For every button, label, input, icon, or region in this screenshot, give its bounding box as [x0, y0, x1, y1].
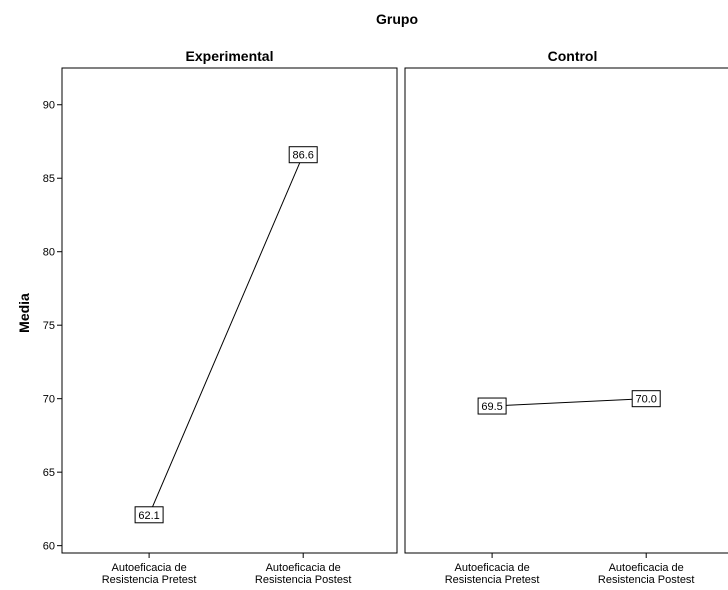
- x-tick-label: Autoeficacia de: [609, 562, 684, 574]
- y-axis-label: Media: [16, 293, 32, 333]
- data-label-box: [288, 146, 318, 164]
- x-tick-label: Resistencia Pretest: [102, 574, 197, 586]
- data-label: 62.1: [138, 510, 159, 522]
- x-tick-label: Autoeficacia de: [266, 562, 341, 574]
- x-tick-label: Autoeficacia de: [454, 562, 529, 574]
- data-label: 86.6: [292, 150, 313, 162]
- y-tick-label: 90: [43, 100, 55, 112]
- y-tick-label: 80: [43, 247, 55, 259]
- data-label-box: [134, 506, 164, 524]
- y-tick-label: 65: [43, 467, 55, 479]
- series-line-1: [492, 398, 647, 407]
- chart-title: Grupo: [376, 11, 418, 27]
- y-tick-label: 70: [43, 394, 55, 406]
- data-label: 70.0: [635, 394, 656, 406]
- data-label-box: [631, 390, 661, 408]
- x-tick-label: Resistencia Pretest: [445, 574, 540, 586]
- y-tick-label: 75: [43, 320, 55, 332]
- data-label-box: [477, 397, 507, 415]
- panel-title-0: Experimental: [186, 48, 274, 64]
- data-label: 69.5: [481, 401, 502, 413]
- x-tick-label: Resistencia Postest: [598, 574, 695, 586]
- y-tick-label: 85: [43, 173, 55, 185]
- series-line-0: [148, 154, 304, 515]
- x-tick-label: Resistencia Postest: [255, 574, 352, 586]
- panel-frame-1: [404, 67, 728, 554]
- panel-title-1: Control: [548, 48, 598, 64]
- panel-frame-0: [61, 67, 398, 554]
- x-tick-label: Autoeficacia de: [111, 562, 186, 574]
- y-tick-label: 60: [43, 541, 55, 553]
